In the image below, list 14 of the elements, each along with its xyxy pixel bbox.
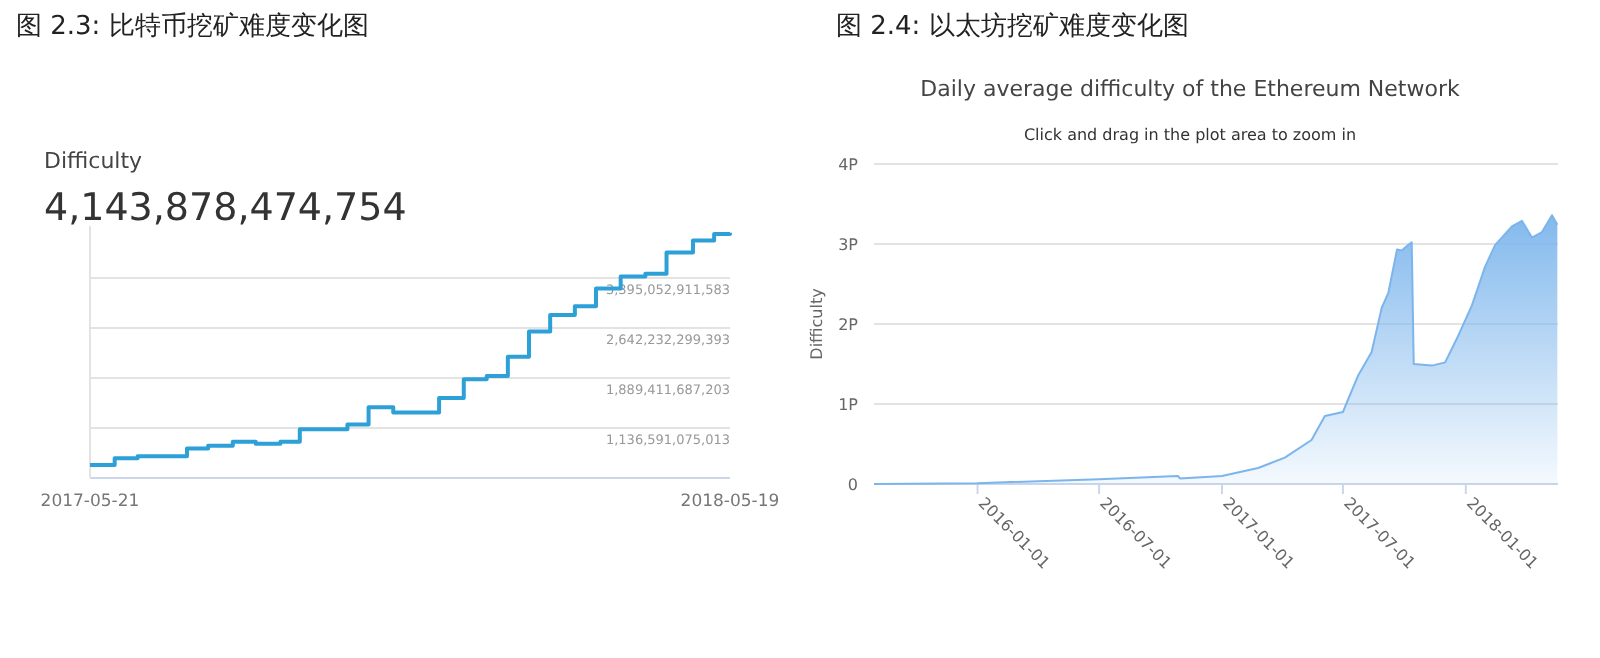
chart-title: 图 2.4: 以太坊挖矿难度变化图	[836, 10, 1189, 42]
y-tick-label: 4P	[838, 156, 859, 174]
y-tick-label: 0	[847, 476, 858, 494]
y-tick-label: 2P	[838, 316, 859, 334]
chart-subtitle: Daily average difficulty of the Ethereum Network	[920, 76, 1461, 102]
annotation: 4,143,878,474,754	[44, 186, 407, 230]
chart-subtitle: Difficulty	[44, 148, 144, 174]
y-tick-label: 1P	[838, 396, 859, 414]
chart-title: 图 2.3: 比特币挖矿难度变化图	[16, 10, 369, 42]
x-tick-label: 2017-05-21	[40, 492, 140, 512]
y-axis-title: Difficulty	[808, 287, 826, 360]
y-tick-label: 3P	[838, 236, 859, 254]
text: Click and drag in the plot area to zoom in	[1023, 126, 1357, 144]
x-tick-label: 2018-05-19	[680, 492, 780, 512]
